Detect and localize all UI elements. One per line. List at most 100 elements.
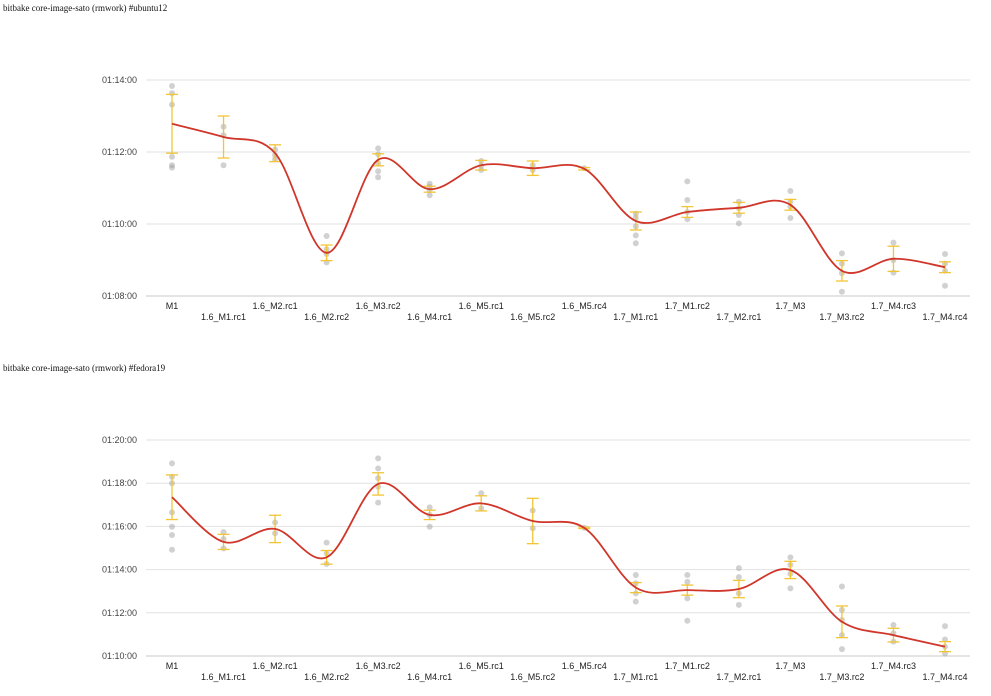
y-tick-label: 01:16:00 xyxy=(102,521,137,531)
raw-data-point xyxy=(478,490,485,497)
x-tick-label: 1.6_M5.rc2 xyxy=(510,312,555,322)
raw-data-point xyxy=(838,288,845,295)
raw-data-point xyxy=(632,232,639,239)
x-tick-label: 1.7_M4.rc3 xyxy=(871,301,916,311)
raw-data-point xyxy=(838,646,845,653)
raw-data-point xyxy=(787,215,794,221)
x-tick-label: 1.7_M4.rc3 xyxy=(871,661,916,671)
x-tick-label: 1.6_M4.rc1 xyxy=(407,312,452,322)
x-tick-label: 1.6_M4.rc1 xyxy=(407,672,452,682)
raw-data-point xyxy=(684,572,691,578)
raw-data-point xyxy=(735,220,742,227)
x-tick-label: 1.7_M3 xyxy=(775,661,805,671)
raw-data-point xyxy=(375,499,382,506)
x-tick-label: 1.7_M1.rc1 xyxy=(613,672,658,682)
raw-data-point xyxy=(735,601,742,608)
raw-data-point xyxy=(684,578,691,585)
x-tick-label: 1.7_M4.rc4 xyxy=(922,672,967,682)
x-tick-label: 1.6_M5.rc1 xyxy=(459,301,504,311)
chart-title-ubuntu12: bitbake core-image-sato (rmwork) #ubuntu… xyxy=(3,3,168,13)
x-tick-label: 1.6_M2.rc1 xyxy=(253,661,298,671)
x-tick-label: 1.7_M3.rc2 xyxy=(819,312,864,322)
raw-data-point xyxy=(787,554,794,561)
x-tick-label: 1.6_M1.rc1 xyxy=(201,672,246,682)
chart-ubuntu12: 01:08:00 01:10:00 01:12:00 01:14:00 M1 1.6_M1… xyxy=(102,75,970,322)
raw-data-point xyxy=(426,180,433,187)
raw-data-point xyxy=(735,565,742,572)
x-tick-label: 1.6_M1.rc1 xyxy=(201,312,246,322)
x-tick-label: 1.6_M5.rc2 xyxy=(510,672,555,682)
raw-data-point xyxy=(684,617,691,624)
raw-data-point xyxy=(220,162,227,169)
x-tick-label: 1.6_M2.rc2 xyxy=(304,672,349,682)
y-tick-label: 01:18:00 xyxy=(102,478,137,488)
chart-fedora19: 01:10:00 01:12:00 01:14:00 01:16:00 01:18:00… xyxy=(102,435,970,682)
raw-data-point xyxy=(323,233,330,239)
x-tick-label: 1.6_M2.rc1 xyxy=(253,301,298,311)
raw-data-point xyxy=(735,574,742,581)
raw-data-point xyxy=(942,282,948,289)
raw-data-point xyxy=(169,162,175,169)
y-tick-label: 01:10:00 xyxy=(102,651,137,661)
raw-data-point xyxy=(169,460,175,467)
x-tick-label: 1.7_M4.rc4 xyxy=(922,312,967,322)
raw-data-point xyxy=(684,178,691,185)
raw-data-point xyxy=(684,595,691,602)
raw-data-point xyxy=(375,168,382,175)
x-tick-label: 1.6_M5.rc4 xyxy=(562,301,607,311)
x-tick-label: 1.6_M3.rc2 xyxy=(356,661,401,671)
y-tick-label: 01:12:00 xyxy=(102,147,137,157)
raw-data-point xyxy=(632,572,639,578)
raw-data-point xyxy=(684,197,691,203)
raw-data-point xyxy=(323,539,330,546)
error-bar xyxy=(166,474,178,521)
x-tick-label: 1.6_M5.rc1 xyxy=(459,661,504,671)
raw-data-point xyxy=(838,583,845,590)
raw-data-point xyxy=(426,192,433,199)
y-tick-label: 01:10:00 xyxy=(102,219,137,229)
x-tick-label: 1.7_M2.rc1 xyxy=(716,312,761,322)
raw-data-point xyxy=(632,590,639,597)
x-tick-label: 1.7_M1.rc2 xyxy=(665,301,710,311)
raw-data-point xyxy=(838,250,845,257)
raw-data-point xyxy=(169,523,175,530)
x-tick-label: 1.7_M1.rc2 xyxy=(665,661,710,671)
y-tick-label: 01:20:00 xyxy=(102,435,137,445)
raw-data-point xyxy=(169,153,175,160)
raw-data-point xyxy=(169,532,175,539)
raw-data-point xyxy=(220,529,227,536)
x-tick-label: 1.7_M1.rc1 xyxy=(613,312,658,322)
raw-data-point xyxy=(942,636,948,643)
raw-data-point xyxy=(169,546,175,553)
x-tick-label: 1.6_M3.rc2 xyxy=(356,301,401,311)
raw-data-point xyxy=(890,239,897,246)
x-tick-label: 1.6_M5.rc4 xyxy=(562,661,607,671)
raw-data-point xyxy=(375,455,382,462)
x-tick-label: 1.7_M3.rc2 xyxy=(819,672,864,682)
raw-data-point xyxy=(632,598,639,605)
x-tick-label: M1 xyxy=(166,301,179,311)
y-tick-label: 01:08:00 xyxy=(102,291,137,301)
raw-data-point xyxy=(787,585,794,592)
x-tick-label: M1 xyxy=(166,661,179,671)
y-tick-label: 01:14:00 xyxy=(102,565,137,575)
raw-data-point xyxy=(942,623,948,630)
mean-line xyxy=(171,482,946,648)
chart-title-fedora19: bitbake core-image-sato (rmwork) #fedora… xyxy=(3,363,166,373)
raw-data-point xyxy=(942,251,948,257)
raw-data-point xyxy=(787,188,794,194)
raw-data-point xyxy=(375,145,382,152)
raw-data-point xyxy=(375,174,382,181)
raw-data-point xyxy=(632,240,639,247)
raw-data-point xyxy=(426,523,433,530)
raw-data-point xyxy=(169,83,175,89)
y-tick-label: 01:12:00 xyxy=(102,608,137,618)
raw-data-point xyxy=(426,504,433,511)
raw-data-point xyxy=(375,465,382,472)
x-tick-label: 1.6_M2.rc2 xyxy=(304,312,349,322)
y-tick-label: 01:14:00 xyxy=(102,75,137,85)
raw-data-point xyxy=(169,164,175,171)
mean-line xyxy=(171,122,946,274)
x-tick-label: 1.7_M2.rc1 xyxy=(716,672,761,682)
raw-data-point xyxy=(890,622,897,629)
